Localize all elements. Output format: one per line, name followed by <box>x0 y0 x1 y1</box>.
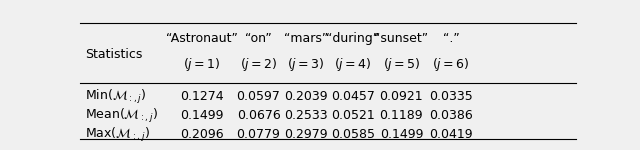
Text: $\mathrm{Mean}(\mathcal{M}_{:,j})$: $\mathrm{Mean}(\mathcal{M}_{:,j})$ <box>85 107 158 125</box>
Text: 0.1189: 0.1189 <box>380 109 423 122</box>
Text: “on”: “on” <box>245 32 272 45</box>
Text: $(j = 4)$: $(j = 4)$ <box>334 56 372 73</box>
Text: 0.2533: 0.2533 <box>284 109 328 122</box>
Text: 0.0779: 0.0779 <box>237 128 280 141</box>
Text: $(j = 1)$: $(j = 1)$ <box>183 56 220 73</box>
Text: 0.2096: 0.2096 <box>180 128 223 141</box>
Text: “during”: “during” <box>326 32 380 45</box>
Text: 0.1499: 0.1499 <box>380 128 423 141</box>
Text: 0.2979: 0.2979 <box>284 128 328 141</box>
Text: $\mathrm{Min}(\mathcal{M}_{:,j})$: $\mathrm{Min}(\mathcal{M}_{:,j})$ <box>85 88 146 106</box>
Text: 0.0585: 0.0585 <box>331 128 375 141</box>
Text: “Astronaut”: “Astronaut” <box>166 32 237 45</box>
Text: “sunset”: “sunset” <box>374 32 428 45</box>
Text: $(j = 2)$: $(j = 2)$ <box>240 56 277 73</box>
Text: $(j = 5)$: $(j = 5)$ <box>383 56 420 73</box>
Text: 0.0457: 0.0457 <box>331 90 375 103</box>
Text: Statistics: Statistics <box>85 48 142 62</box>
Text: 0.0676: 0.0676 <box>237 109 280 122</box>
Text: $\mathrm{Max}(\mathcal{M}_{:,j})$: $\mathrm{Max}(\mathcal{M}_{:,j})$ <box>85 126 150 144</box>
Text: $(j = 6)$: $(j = 6)$ <box>432 56 470 73</box>
Text: 0.0419: 0.0419 <box>429 128 473 141</box>
Text: 0.0386: 0.0386 <box>429 109 473 122</box>
Text: 0.1499: 0.1499 <box>180 109 223 122</box>
Text: 0.0521: 0.0521 <box>331 109 374 122</box>
Text: 0.1274: 0.1274 <box>180 90 223 103</box>
Text: 0.2039: 0.2039 <box>284 90 328 103</box>
Text: 0.0335: 0.0335 <box>429 90 473 103</box>
Text: $(j = 3)$: $(j = 3)$ <box>287 56 324 73</box>
Text: 0.0921: 0.0921 <box>380 90 423 103</box>
Text: “mars”: “mars” <box>284 32 328 45</box>
Text: 0.0597: 0.0597 <box>237 90 280 103</box>
Text: “.”: “.” <box>443 32 460 45</box>
